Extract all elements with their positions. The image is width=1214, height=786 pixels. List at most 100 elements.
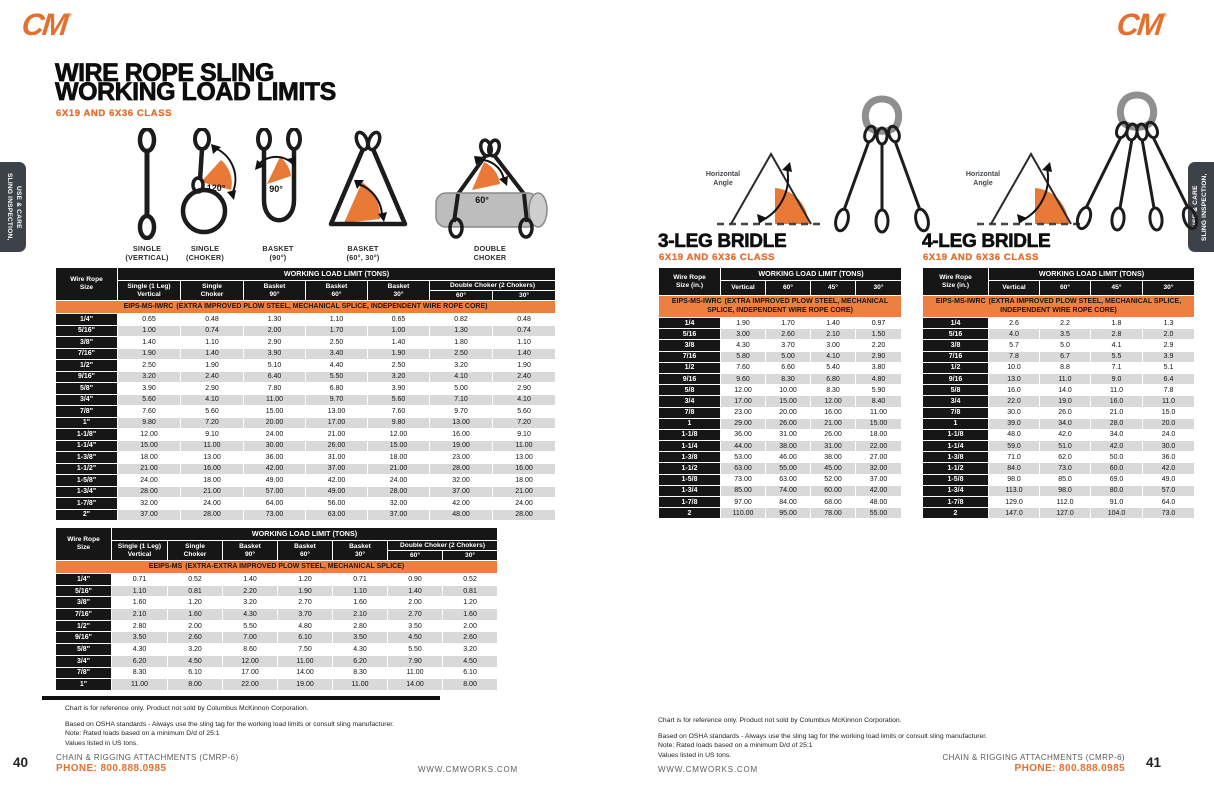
- table-row: 1-5/8" 24.00 18.00 49.00 42.00 24.00 32.00 18.0…: [55, 474, 557, 487]
- load-value-cell: 31.00: [765, 428, 811, 442]
- load-value-cell: 3.20: [222, 596, 278, 610]
- load-value-cell: 4.80: [277, 619, 333, 633]
- page-number-right: 41: [1146, 755, 1162, 770]
- table-row: 1/2" 2.80 2.00 5.50 4.80 2.80 3.50 2.00: [55, 619, 499, 633]
- col-header: 60°: [765, 280, 811, 296]
- load-value-cell: 16.00: [429, 428, 493, 441]
- load-value-cell: 1.90: [491, 359, 557, 372]
- wire-rope-size-cell: 2: [658, 507, 721, 520]
- wire-rope-size-cell: 1-1/8: [658, 428, 721, 442]
- load-value-cell: 1.40: [117, 336, 181, 349]
- wire-rope-size-cell: 9/16: [658, 372, 721, 386]
- table-row: 5/8 16.0 14.0 11.0 7.8: [922, 384, 1196, 397]
- table-row: 1/4 2.6 2.2 1.8 1.3: [922, 316, 1196, 330]
- table-row: 1/4" 0.71 0.52 1.40 1.20 0.71 0.90 0.52: [55, 573, 499, 586]
- load-value-cell: 22.00: [222, 678, 278, 691]
- wire-rope-size-cell: 5/8": [55, 382, 118, 395]
- wire-rope-size-cell: 1/4: [658, 316, 721, 330]
- table-row: 1-7/8 129.0 112.0 91.0 64.0: [922, 495, 1196, 509]
- table-row: 3/8 5.7 5.0 4.1 2.9: [922, 339, 1196, 352]
- load-value-cell: 1.30: [243, 313, 306, 326]
- footer-catalog-left: CHAIN & RIGGING ATTACHMENTS (CMRP-6): [56, 753, 239, 762]
- load-value-cell: 34.0: [1090, 428, 1143, 442]
- load-value-cell: 1.40: [180, 347, 244, 360]
- load-value-cell: 2.70: [387, 608, 443, 621]
- wire-rope-size-cell: 1-1/2": [55, 462, 118, 475]
- col-header: 45°: [1090, 280, 1143, 296]
- load-value-cell: 1.60: [332, 596, 388, 610]
- load-value-cell: 28.00: [117, 485, 181, 498]
- load-value-cell: 48.00: [429, 508, 493, 521]
- load-value-cell: 5.60: [117, 393, 181, 406]
- load-value-cell: 42.0: [1141, 462, 1196, 475]
- load-value-cell: 5.90: [854, 384, 903, 397]
- load-value-cell: 30.00: [243, 439, 306, 452]
- load-value-cell: 48.0: [988, 428, 1040, 442]
- caption-single-vertical: SINGLE (VERTICAL): [125, 244, 169, 263]
- load-value-cell: 4.40: [305, 359, 368, 372]
- load-value-cell: 84.00: [765, 495, 811, 509]
- col-header: 30°: [1141, 280, 1196, 296]
- load-value-cell: 11.00: [111, 678, 168, 691]
- load-value-cell: 11.0: [1090, 384, 1143, 397]
- load-value-cell: 8.30: [332, 666, 388, 680]
- load-value-cell: 1.70: [305, 324, 368, 337]
- load-value-cell: 19.0: [1039, 395, 1091, 408]
- load-value-cell: 0.74: [491, 324, 557, 337]
- load-value-cell: 49.0: [1141, 473, 1196, 486]
- wire-rope-size-cell: 3/8": [55, 336, 118, 349]
- load-value-cell: 4.10: [429, 370, 493, 383]
- wire-rope-size-cell: 1-1/4: [922, 440, 989, 453]
- load-value-cell: 11.0: [1141, 395, 1196, 408]
- load-value-cell: 1.3: [1141, 316, 1196, 330]
- load-value-cell: 16.0: [988, 384, 1040, 397]
- load-value-cell: 2.50: [429, 347, 493, 360]
- table-row: 1/2 10.0 8.8 7.1 5.1: [922, 361, 1196, 374]
- col-subheader: 60°: [387, 550, 443, 561]
- table-row: 5/16" 1.00 0.74 2.00 1.70 1.00 1.30 0.74: [55, 324, 557, 337]
- table-row: 5/16" 1.10 0.81 2.20 1.90 1.10 1.40 0.81: [55, 584, 499, 598]
- load-value-cell: 4.10: [491, 393, 557, 406]
- load-value-cell: 1.40: [491, 347, 557, 360]
- load-value-cell: 12.00: [222, 654, 278, 668]
- load-value-cell: 34.0: [1039, 417, 1091, 430]
- load-value-cell: 36.00: [720, 428, 766, 442]
- load-value-cell: 1.90: [720, 316, 766, 330]
- wire-rope-size-cell: 3/4": [55, 654, 112, 668]
- wire-rope-size-cell: 1/2": [55, 619, 112, 633]
- table-row: 9/16" 3.20 2.40 6.40 5.50 3.20 4.10 2.40: [55, 370, 557, 383]
- table-row: 1-3/4 113.0 98.0 80.0 57.0: [922, 484, 1196, 498]
- load-value-cell: 12.00: [117, 428, 181, 441]
- horizontal-angle-label-3leg: Horizontal Angle: [705, 171, 741, 188]
- load-value-cell: 2.8: [1090, 328, 1143, 341]
- load-value-cell: 28.00: [367, 485, 430, 498]
- load-value-cell: 73.00: [243, 508, 306, 521]
- load-value-cell: 63.00: [720, 462, 766, 475]
- load-value-cell: 1.00: [117, 324, 181, 337]
- load-value-cell: 1.10: [305, 313, 368, 326]
- load-value-cell: 1.90: [180, 359, 244, 372]
- page-subtitle: 6X19 AND 6X36 CLASS: [56, 108, 173, 119]
- load-value-cell: 4.1: [1090, 339, 1143, 352]
- note-line: Values listed in US tons.: [65, 739, 139, 747]
- load-value-cell: 112.0: [1039, 495, 1091, 509]
- wll-table-4leg: Wire Rope Size (in.) WORKING LOAD LIMIT …: [921, 267, 1196, 520]
- load-value-cell: 8.00: [441, 678, 499, 691]
- col-subheader: 30°: [491, 290, 557, 301]
- load-value-cell: 19.00: [429, 439, 493, 452]
- load-value-cell: 3.90: [243, 347, 306, 360]
- load-value-cell: 21.00: [367, 462, 430, 475]
- col-header-wire-rope-size: Wire Rope Size: [55, 267, 118, 301]
- wire-rope-size-cell: 1/2: [658, 361, 721, 374]
- load-value-cell: 5.50: [222, 619, 278, 633]
- table-row: 7/8" 7.60 5.60 15.00 13.00 7.60 9.70 5.60: [55, 405, 557, 418]
- load-value-cell: 3.50: [111, 631, 168, 645]
- load-value-cell: 4.30: [222, 608, 278, 621]
- load-value-cell: 22.0: [988, 395, 1040, 408]
- load-value-cell: 7.90: [387, 654, 443, 668]
- load-value-cell: 1.60: [167, 608, 223, 621]
- load-value-cell: 13.00: [180, 451, 244, 464]
- table-row: 3/4 22.0 19.0 16.0 11.0: [922, 395, 1196, 408]
- wire-rope-size-cell: 5/16": [55, 584, 112, 598]
- load-value-cell: 5.00: [429, 382, 493, 395]
